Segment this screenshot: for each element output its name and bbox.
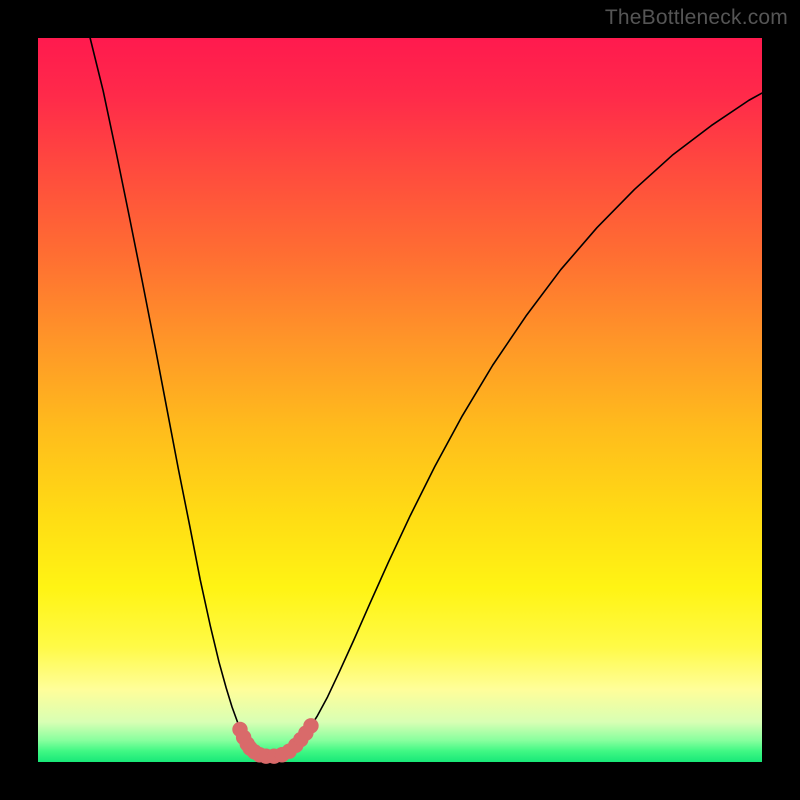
- curve-marker: [304, 719, 318, 733]
- chart-background: [38, 38, 762, 762]
- chart-frame: TheBottleneck.com: [0, 0, 800, 800]
- bottleneck-chart: [0, 0, 800, 800]
